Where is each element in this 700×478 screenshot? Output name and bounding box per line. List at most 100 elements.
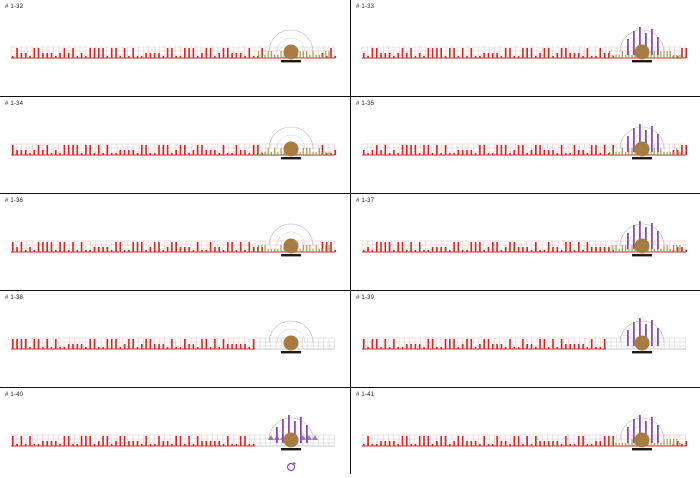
green-mark — [258, 152, 260, 155]
red-bar — [539, 250, 541, 252]
red-bar — [110, 250, 113, 252]
red-bar — [565, 436, 567, 446]
red-bar — [244, 150, 246, 155]
red-bar — [461, 48, 464, 58]
red-bar — [375, 339, 378, 349]
red-bar — [676, 441, 679, 446]
red-bar — [676, 56, 679, 58]
green-mark — [621, 443, 623, 446]
red-bar — [153, 344, 156, 349]
green-mark — [264, 245, 266, 252]
red-bar — [72, 145, 74, 155]
red-bar — [547, 242, 550, 252]
panel-label: # 1-40 — [5, 392, 24, 398]
red-bar — [513, 150, 516, 155]
panel-label: # 1-36 — [5, 198, 24, 204]
red-bar — [504, 48, 507, 58]
green-mark — [312, 249, 314, 252]
purple-bars — [627, 27, 659, 55]
red-bar — [231, 153, 233, 155]
red-bar — [410, 344, 412, 349]
green-mark — [621, 245, 623, 252]
green-mark — [621, 148, 623, 155]
red-bar — [235, 250, 238, 252]
red-bar — [608, 53, 610, 58]
purple-bar — [657, 425, 659, 443]
red-bar — [608, 247, 610, 252]
red-bar — [145, 436, 147, 446]
green-mark — [628, 249, 630, 252]
panel: # 1-39 — [351, 291, 700, 387]
red-bar — [547, 48, 550, 58]
green-mark — [264, 152, 266, 155]
red-bar — [371, 250, 374, 252]
red-bar — [166, 347, 169, 349]
red-bar — [16, 48, 18, 58]
red-bar — [20, 436, 23, 446]
red-bars — [363, 339, 606, 349]
red-bar — [414, 250, 417, 252]
red-bar — [367, 436, 369, 446]
red-bar — [325, 242, 328, 252]
red-bar — [479, 242, 481, 252]
red-bar — [504, 441, 507, 446]
red-bar — [457, 347, 460, 349]
red-bar — [423, 250, 425, 252]
arc — [268, 29, 314, 53]
red-bar — [128, 441, 130, 446]
platform-icon — [281, 157, 301, 160]
red-bar — [586, 347, 589, 349]
red-bar — [218, 53, 220, 58]
red-bar — [110, 48, 113, 58]
red-bar — [12, 436, 14, 446]
red-bar — [244, 436, 246, 446]
red-bars — [12, 48, 337, 58]
red-bar — [569, 344, 571, 349]
red-bar — [427, 436, 430, 446]
red-bar — [162, 145, 165, 155]
red-bars — [12, 339, 255, 349]
red-bar — [50, 441, 53, 446]
red-bar — [158, 436, 160, 446]
red-bar — [453, 48, 455, 58]
green-mark — [270, 51, 272, 58]
arc-inner — [627, 425, 657, 441]
red-bar — [132, 48, 134, 58]
red-bar — [334, 56, 337, 58]
green-mark — [609, 152, 611, 155]
red-bar — [474, 153, 477, 155]
green-mark — [625, 245, 627, 252]
red-bar — [248, 347, 251, 349]
red-bar — [239, 150, 242, 155]
red-bar — [136, 441, 139, 446]
platform-icon — [281, 448, 301, 451]
green-mark — [634, 443, 636, 446]
purple-bar — [657, 231, 659, 249]
red-bar — [517, 436, 520, 446]
panel-label: # 1-32 — [5, 4, 24, 10]
red-bar — [470, 242, 473, 252]
ball-icon — [283, 238, 299, 254]
red-bar — [59, 153, 61, 155]
red-bar — [334, 250, 337, 252]
purple-bar — [645, 227, 647, 249]
red-bar — [67, 344, 70, 349]
red-bar — [590, 247, 593, 252]
arc-inner — [627, 37, 657, 53]
red-bar — [106, 56, 109, 58]
red-bar — [470, 339, 473, 349]
red-bar — [33, 339, 36, 349]
green-mark — [277, 152, 279, 155]
red-bar — [162, 441, 165, 446]
red-bar — [406, 145, 408, 155]
red-bar — [444, 56, 447, 58]
red-bar — [214, 441, 216, 446]
green-mark — [615, 443, 617, 446]
simulation-strip — [361, 124, 688, 160]
red-bar — [517, 247, 520, 252]
red-bar — [42, 53, 44, 58]
red-bar — [128, 56, 130, 58]
red-bar — [175, 242, 177, 252]
red-bar — [500, 250, 503, 252]
red-bar — [123, 344, 126, 349]
